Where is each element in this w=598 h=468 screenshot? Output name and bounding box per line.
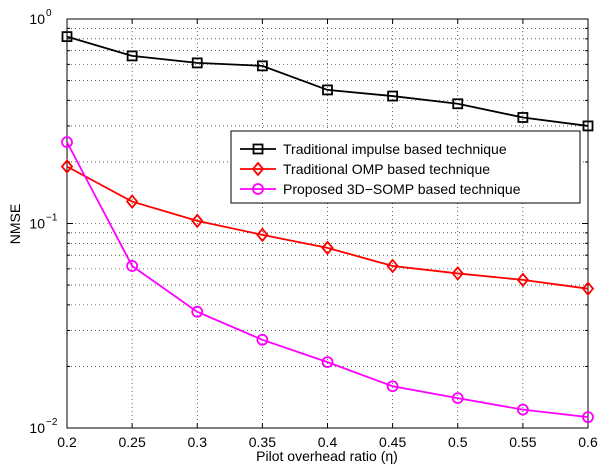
x-tick-label: 0.35: [249, 434, 276, 450]
data-series: [60, 31, 595, 424]
data-point-circle: [61, 136, 73, 149]
x-tick-label: 0.5: [448, 434, 468, 450]
data-point-square: [61, 31, 73, 43]
series-line: [66, 35, 589, 127]
data-point-square: [517, 112, 529, 123]
data-point-square: [322, 84, 333, 96]
series-diamond: [60, 159, 595, 297]
legend-label: Proposed 3D−SOMP based technique: [283, 181, 521, 197]
y-tick-label: 10: [29, 11, 45, 27]
data-point-square: [582, 120, 594, 132]
series-line: [66, 165, 589, 290]
data-point-diamond: [60, 159, 74, 174]
x-tick-label: 0.45: [379, 434, 406, 450]
legend-entry: Traditional impulse based technique: [240, 141, 507, 157]
data-point-diamond: [321, 240, 334, 256]
y-tick-exponent: −1: [46, 213, 58, 224]
data-point-diamond: [386, 258, 399, 274]
x-tick-label: 0.2: [57, 434, 77, 450]
x-tick-labels: 0.2 0.25 0.3 0.35 0.4 0.45 0.5 0.55 0.6: [57, 434, 598, 450]
y-tick-label: 10: [29, 216, 45, 232]
series-line: [66, 141, 589, 419]
legend-entry: Traditional OMP based technique: [240, 161, 490, 177]
y-tick-base: 10: [29, 216, 45, 232]
data-point-square: [191, 57, 203, 69]
legend-marker-diamond: [251, 161, 265, 177]
x-tick-label: 0.4: [318, 434, 338, 450]
data-point-circle: [516, 403, 529, 416]
data-point-diamond: [581, 281, 595, 297]
data-point-circle: [451, 392, 464, 405]
legend-marker-circle: [252, 183, 264, 195]
x-tick-label: 0.6: [578, 434, 598, 450]
legend-entry: Proposed 3D−SOMP based technique: [240, 181, 521, 197]
series-circle: [61, 136, 594, 424]
y-tick-exponent: 0: [46, 8, 52, 19]
x-tick-label: 0.3: [188, 434, 208, 450]
data-point-circle: [582, 411, 594, 424]
axis-ticks: [66, 19, 589, 429]
data-point-diamond: [191, 213, 204, 229]
y-tick-base: 10: [29, 11, 45, 27]
y-tick-base: 10: [29, 420, 45, 436]
y-tick-label: 10: [29, 420, 45, 436]
data-point-square: [387, 90, 399, 102]
x-tick-label: 0.25: [119, 434, 146, 450]
data-point-diamond: [256, 227, 269, 243]
data-point-circle: [321, 356, 334, 369]
data-point-circle: [256, 333, 269, 346]
data-point-square: [452, 98, 464, 110]
data-point-circle: [191, 305, 204, 318]
series-square: [61, 31, 594, 132]
legend: Traditional impulse based technique Tradi…: [230, 130, 581, 204]
y-tick-exponent: −2: [46, 417, 58, 428]
data-point-diamond: [516, 272, 530, 288]
x-axis-label: Pilot overhead ratio (η): [256, 448, 398, 464]
data-point-circle: [126, 260, 139, 272]
y-axis-label: NMSE: [7, 204, 23, 244]
data-point-diamond: [125, 194, 139, 209]
data-point-circle: [386, 380, 399, 393]
legend-marker-square: [252, 143, 264, 155]
data-point-diamond: [451, 266, 464, 281]
data-point-square: [126, 50, 138, 62]
data-point-square: [256, 60, 268, 72]
x-tick-label: 0.55: [509, 434, 536, 450]
legend-box: [230, 130, 581, 204]
legend-label: Traditional OMP based technique: [283, 161, 490, 177]
legend-label: Traditional impulse based technique: [283, 141, 507, 157]
